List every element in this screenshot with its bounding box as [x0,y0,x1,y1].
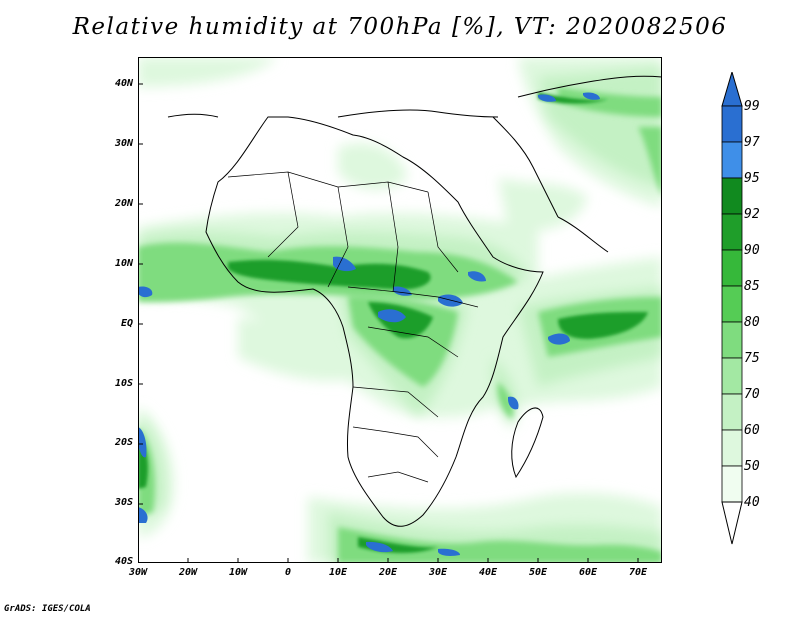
lon-label-10w: 10W [228,567,248,578]
lat-label-20n: 20N [114,198,133,209]
colorbar-bin-97-99 [721,105,743,143]
lat-label-10n: 10N [114,258,133,269]
lat-label-40n: 40N [114,78,133,89]
lon-label-30e: 30E [428,567,448,578]
lon-label-50e: 50E [528,567,548,578]
colorbar-bin-95-97 [721,141,743,179]
colorbar-label-92: 92 [744,207,760,222]
lon-label-60e: 60E [578,567,598,578]
colorbar-top-arrow [721,72,743,107]
colorbar-label-80: 80 [744,315,760,330]
colorbar-label-95: 95 [744,171,760,186]
lat-label-20s: 20S [114,437,133,448]
colorbar-label-40: 40 [744,495,760,510]
lat-label-30s: 30S [114,497,133,508]
colorbar-bin-60-70 [721,393,743,431]
grads-credit: GrADS: IGES/COLA [4,604,91,614]
lon-label-10e: 10E [328,567,348,578]
lat-label-40s: 40S [114,556,133,567]
colorbar-label-90: 90 [744,243,760,258]
map-canvas [138,57,662,563]
lon-label-40e: 40E [478,567,498,578]
colorbar [721,72,743,545]
chart-title: Relative humidity at 700hPa [%], VT: 202… [72,14,728,40]
lon-label-30w: 30W [128,567,148,578]
lon-label-20w: 20W [178,567,198,578]
lon-label-0: 0 [284,567,292,578]
colorbar-bottom-arrow [721,501,743,545]
colorbar-label-85: 85 [744,279,760,294]
map-frame [138,57,662,563]
axis-ticks [138,83,639,563]
lon-label-20e: 20E [378,567,398,578]
colorbar-bin-70-75 [721,357,743,395]
colorbar-label-50: 50 [744,459,760,474]
colorbar-bin-90-92 [721,213,743,251]
colorbar-label-60: 60 [744,423,760,438]
colorbar-label-75: 75 [744,351,760,366]
lat-label-30n: 30N [114,138,133,149]
lon-label-70e: 70E [628,567,648,578]
colorbar-bin-75-80 [721,321,743,359]
colorbar-bin-80-85 [721,285,743,323]
country-borders [227,171,479,483]
humidity-map [138,57,662,563]
colorbar-label-99: 99 [744,99,760,114]
coastlines [167,75,662,527]
colorbar-label-97: 97 [744,135,760,150]
colorbar-bin-40-50 [721,465,743,503]
colorbar-bin-92-95 [721,177,743,215]
colorbar-bin-85-90 [721,249,743,287]
lat-label-10s: 10S [114,378,133,389]
lat-label-eq: EQ [120,318,133,329]
colorbar-label-70: 70 [744,387,760,402]
colorbar-bin-50-60 [721,429,743,467]
